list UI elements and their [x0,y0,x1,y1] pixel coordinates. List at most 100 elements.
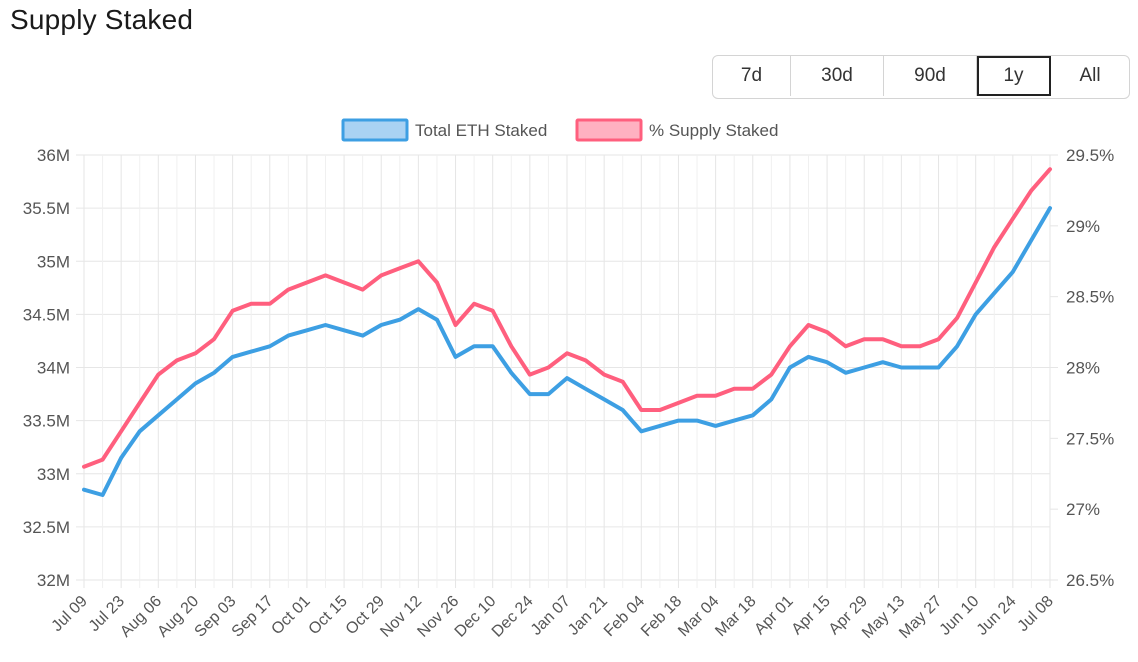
data-point-total-eth [769,397,773,401]
data-point-pct-supply [119,429,123,433]
y-left-tick-label: 33M [37,465,70,484]
data-point-pct-supply [491,309,495,313]
range-all-button[interactable]: All [1079,65,1101,86]
data-point-pct-supply [268,302,272,306]
data-point-pct-supply [769,373,773,377]
x-tick-label: Jun 10 [937,593,983,639]
data-point-pct-supply [398,266,402,270]
page-title: Supply Staked [10,4,194,35]
x-tick-label: Apr 01 [751,593,796,638]
y-left-tick-label: 32.5M [23,518,70,537]
data-point-pct-supply [807,323,810,327]
x-tick-label: May 13 [859,593,908,642]
data-point-pct-supply [658,408,662,412]
data-point-pct-supply [825,330,829,334]
data-point-pct-supply [82,465,86,469]
data-point-pct-supply [714,394,718,398]
data-point-pct-supply [677,401,680,405]
data-point-pct-supply [472,302,476,306]
data-point-total-eth [249,350,253,354]
data-point-total-eth [435,318,439,322]
data-point-pct-supply [844,344,848,348]
range-7d-button[interactable]: 7d [713,56,791,96]
x-tick-label: Dec 10 [452,593,500,641]
data-point-total-eth [807,355,810,359]
range-90d-button[interactable]: 90d [884,56,977,96]
data-point-total-eth [695,419,699,423]
data-point-total-eth [955,344,959,348]
y-right-tick-label: 29% [1066,217,1100,236]
x-tick-label: Apr 29 [826,593,871,638]
data-point-total-eth [156,413,160,417]
y-right-tick-label: 27% [1066,500,1100,519]
x-tick-label: May 27 [896,593,945,642]
legend: Total ETH Staked % Supply Staked [341,118,778,142]
data-point-pct-supply [955,316,959,320]
y-right-tick-label: 26.5% [1066,571,1114,590]
x-tick-label: Dec 24 [489,593,537,641]
data-point-total-eth [175,397,179,401]
data-point-total-eth [565,376,569,380]
data-point-pct-supply [379,273,383,277]
data-point-total-eth [379,323,383,327]
data-point-pct-supply [546,366,550,369]
legend-swatch-pct-supply [575,118,643,142]
data-point-total-eth [1011,270,1015,274]
range-30d-button[interactable]: 30d [791,56,884,96]
y-right-tick-label: 29.5% [1066,146,1114,165]
data-point-pct-supply [101,458,105,462]
data-point-total-eth [398,318,402,322]
data-point-total-eth [974,312,978,316]
x-tick-label: Feb 18 [638,593,685,640]
data-point-total-eth [1048,206,1052,210]
data-point-total-eth [82,488,86,492]
y-left-tick-label: 35M [37,252,70,271]
y-left-tick-label: 34M [37,359,70,378]
data-point-pct-supply [788,344,792,348]
data-point-total-eth [138,429,142,433]
data-point-pct-supply [751,387,755,391]
data-point-pct-supply [1048,167,1052,171]
data-point-pct-supply [862,337,866,341]
y-axis-right: 26.5% 27% 27.5% 28% 28.5% 29% 29.5% [1066,146,1114,590]
y-left-tick-label: 33.5M [23,412,70,431]
data-point-pct-supply [937,337,940,341]
data-point-total-eth [602,397,606,401]
y-axis-left: 32M 32.5M 33M 33.5M 34M 34.5M 35M 35.5M 36M [23,146,70,590]
data-point-total-eth [881,360,885,364]
x-tick-label: Jan 07 [528,593,574,639]
x-tick-label: Oct 01 [268,593,313,638]
data-point-total-eth [677,419,680,423]
data-point-total-eth [286,334,290,338]
x-tick-label: Jul 09 [49,593,91,635]
y-right-tick-label: 28.5% [1066,288,1114,307]
legend-label-pct-supply: % Supply Staked [649,121,778,140]
data-point-pct-supply [1029,188,1033,192]
data-point-total-eth [342,328,346,332]
data-point-total-eth [305,328,309,332]
data-point-pct-supply [732,387,736,391]
range-1y-button[interactable]: 1y [977,56,1051,96]
x-tick-label: Feb 04 [601,593,648,640]
data-point-pct-supply [416,259,420,263]
x-tick-label: Jan 21 [565,593,611,639]
data-point-total-eth [918,366,922,369]
data-point-total-eth [119,456,123,460]
data-point-pct-supply [565,351,569,355]
data-point-total-eth [825,360,829,364]
data-point-total-eth [472,344,476,348]
data-point-pct-supply [361,288,365,292]
data-point-total-eth [621,408,625,412]
data-point-pct-supply [286,288,290,292]
data-point-pct-supply [881,337,885,341]
x-tick-label: Nov 12 [377,593,425,641]
data-point-total-eth [212,371,216,375]
data-point-total-eth [844,371,848,375]
series-line-total-eth [82,206,1052,497]
time-range-selector: 7d 30d 90d 1y All [712,55,1130,99]
data-point-pct-supply [249,302,253,306]
data-point-pct-supply [639,408,643,412]
data-point-total-eth [862,366,866,369]
y-left-tick-label: 34.5M [23,305,70,324]
